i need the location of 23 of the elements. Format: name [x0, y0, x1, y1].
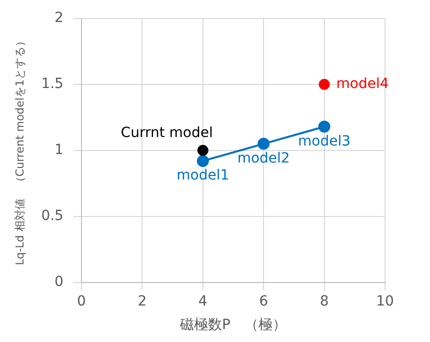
y-tick-label: 0	[54, 274, 64, 290]
annotation: model1	[176, 168, 230, 184]
x-axis-title: 磁極数P （極）	[179, 317, 286, 334]
point	[258, 138, 270, 150]
point	[318, 120, 330, 133]
annotation: Currnt model	[120, 125, 213, 142]
y-tick-label: 2	[54, 10, 64, 26]
point	[318, 78, 330, 90]
annotation: model3	[298, 133, 351, 150]
point	[197, 144, 208, 156]
x-tick-label: 8	[320, 293, 329, 310]
y-tick-label: 1.5	[41, 76, 64, 92]
x-tick-label: 0	[77, 293, 86, 310]
x-tick-label: 4	[198, 293, 208, 310]
y-tick-label: 1	[54, 142, 64, 158]
x-tick-label: 2	[138, 293, 147, 310]
y-tick-label: 0.5	[41, 208, 64, 224]
point	[196, 154, 209, 167]
annotation: model4	[336, 76, 389, 92]
y-axis-title: Lq-Ld 相対値 （Current modelを1とする）	[13, 36, 26, 266]
annotation: model2	[237, 150, 290, 166]
x-tick-label: 6	[259, 293, 268, 310]
x-tick-label: 10	[376, 293, 394, 310]
